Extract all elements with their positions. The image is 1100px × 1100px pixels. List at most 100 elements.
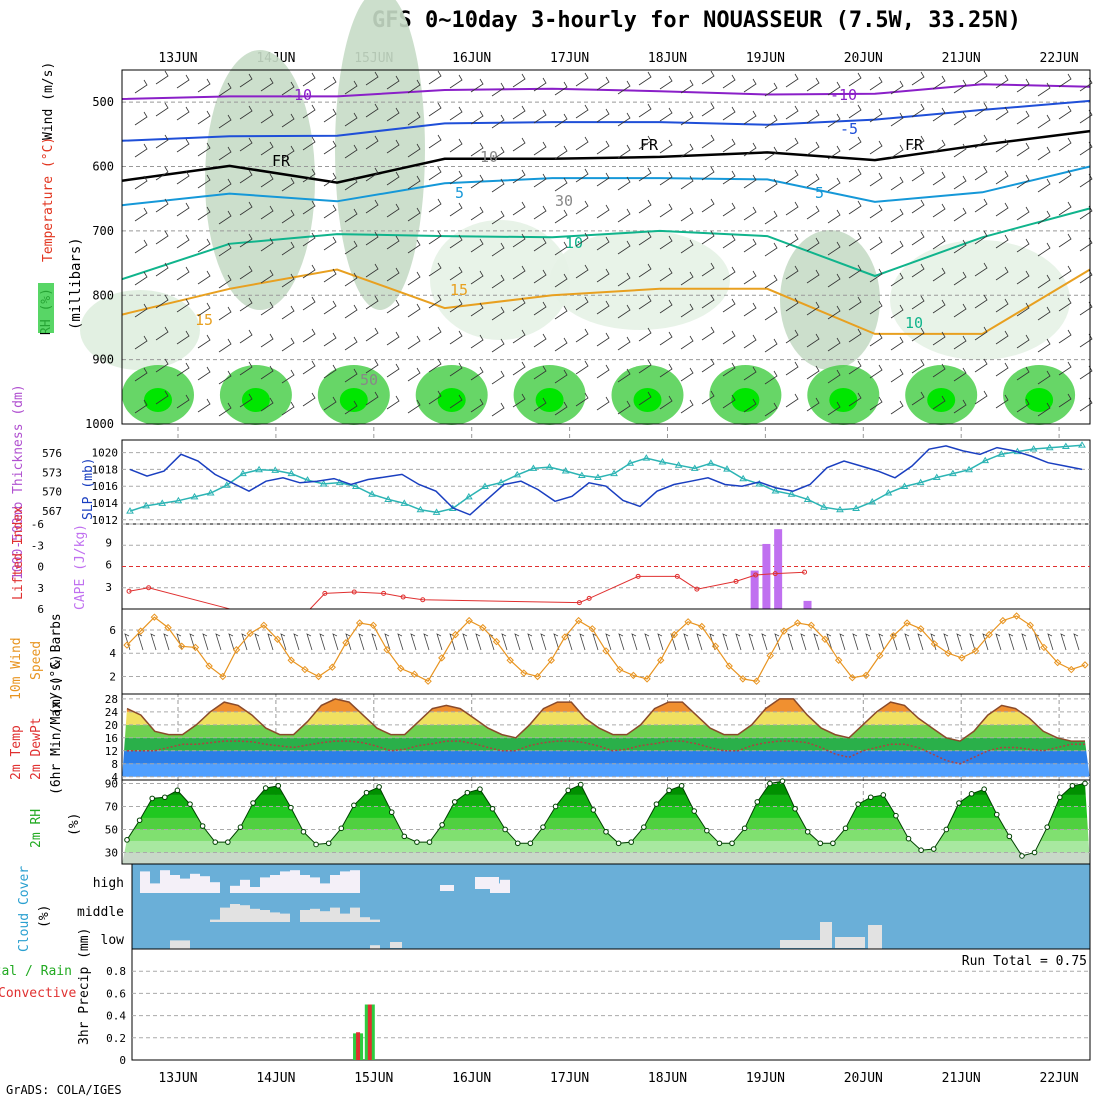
cape-axis-label: CAPE (J/kg)	[73, 524, 88, 610]
temp-tick: 4	[111, 771, 118, 784]
rh-region	[780, 230, 880, 370]
wind-point	[520, 669, 528, 677]
contour-label: 10	[565, 234, 583, 252]
precip-convective-bar	[356, 1032, 361, 1060]
rh-point	[136, 817, 143, 824]
thickness-marker	[335, 478, 344, 486]
slp-tick: 1012	[92, 514, 119, 527]
rh-point	[1044, 824, 1050, 830]
wind-point	[465, 616, 473, 625]
cloud-bar-low	[180, 940, 190, 950]
rh-point	[666, 787, 672, 794]
x-tick-bottom: 16JUN	[452, 1071, 491, 1086]
thickness-marker	[852, 504, 860, 511]
rh-point	[943, 826, 950, 833]
wind-speed-line	[126, 615, 1086, 682]
rh-point	[540, 824, 546, 830]
isotherm-1	[121, 99, 1091, 142]
cloud-bar-high	[280, 871, 290, 893]
rh-point	[187, 801, 193, 807]
rh-point	[502, 826, 508, 833]
thickness-marker	[432, 508, 441, 515]
li-point	[586, 595, 592, 601]
thickness-marker	[836, 505, 844, 513]
thickness-marker	[352, 482, 360, 490]
rh-point	[653, 801, 660, 807]
contour-label: 5	[815, 184, 824, 202]
cape-bar	[803, 600, 812, 609]
thickness-marker	[819, 503, 828, 510]
rh-point	[729, 840, 735, 847]
thickness-marker	[545, 463, 554, 470]
thickness-marker	[755, 479, 764, 487]
cloud-bar-high	[180, 878, 190, 893]
slp-tick: 1016	[92, 480, 119, 493]
rh-point	[968, 791, 975, 797]
rh-point	[880, 792, 887, 798]
thickness-tick: 567	[42, 505, 62, 518]
temp-axis-label-2: 2m DewPt	[29, 717, 44, 780]
upper-wind-barbs	[134, 70, 1093, 417]
isotherm-3	[121, 165, 1091, 207]
contour-label: 5	[455, 184, 464, 202]
rh-region-peak	[1025, 388, 1054, 412]
cloud-bar-high	[240, 879, 250, 893]
cloud-bar-high	[190, 873, 200, 893]
run-total-label: Run Total = 0.75	[962, 954, 1087, 969]
wind-point	[930, 640, 939, 648]
cloud-bar-middle	[340, 913, 350, 922]
x-tick-top: 21JUN	[942, 51, 981, 66]
cape-tick: 3	[105, 581, 112, 594]
rh-point	[956, 800, 962, 806]
rh-point	[376, 784, 382, 790]
thickness-marker	[481, 482, 489, 490]
wind-point	[369, 621, 378, 630]
thickness-axis-label: 1000-500mb Thickness (dm)	[11, 384, 26, 580]
rh-point	[288, 804, 294, 811]
cloud-bar-high	[230, 885, 240, 893]
slp-tick: 1018	[92, 463, 119, 476]
rh-region-peak	[927, 388, 956, 412]
wind-axis-label: Wind (m/s)	[41, 62, 56, 140]
rh-point	[451, 799, 458, 805]
thickness-marker	[529, 464, 538, 471]
rh-point	[401, 833, 408, 840]
cloud-bar-high	[320, 883, 330, 893]
pressure-tick: 900	[92, 353, 114, 367]
wind-point	[1081, 661, 1089, 669]
wind-point	[862, 671, 870, 680]
cloud-bar-high	[160, 870, 170, 893]
temp-tick: 8	[111, 758, 118, 771]
cloud-bar-middle	[320, 911, 330, 922]
cape-bar	[774, 529, 783, 609]
cloud-bar-low	[170, 940, 180, 950]
wind-point	[670, 630, 679, 639]
thickness-marker	[577, 471, 586, 479]
wind-axis-label-3: (m/s) & Barbs	[49, 613, 64, 715]
rh-point	[426, 839, 433, 845]
cloud-bar-high	[500, 879, 510, 893]
cloud-bar-high	[290, 870, 300, 893]
cloud-level-label: high	[93, 876, 124, 891]
thickness-marker	[158, 499, 167, 506]
isotherm-5	[121, 268, 1091, 335]
wind-point	[506, 656, 514, 664]
rh-point	[1006, 833, 1013, 840]
rh-band	[122, 852, 1090, 864]
rh-tick: 50	[105, 823, 118, 836]
x-tick-bottom: 21JUN	[942, 1071, 981, 1086]
thickness-marker	[1061, 442, 1070, 449]
rh-point	[716, 840, 723, 847]
contour-label: FR	[905, 136, 924, 154]
wind-tick: 2	[109, 671, 116, 684]
contour-label: 10	[905, 314, 923, 332]
wind-point	[807, 621, 815, 630]
rh-point	[628, 839, 635, 845]
wind-point	[273, 635, 282, 643]
x-tick-bottom: 18JUN	[648, 1071, 687, 1086]
rh-point	[124, 837, 130, 843]
rh-point	[867, 794, 874, 801]
li-tick: 6	[37, 603, 44, 616]
rh-point	[552, 803, 559, 810]
rh-point	[199, 823, 206, 829]
